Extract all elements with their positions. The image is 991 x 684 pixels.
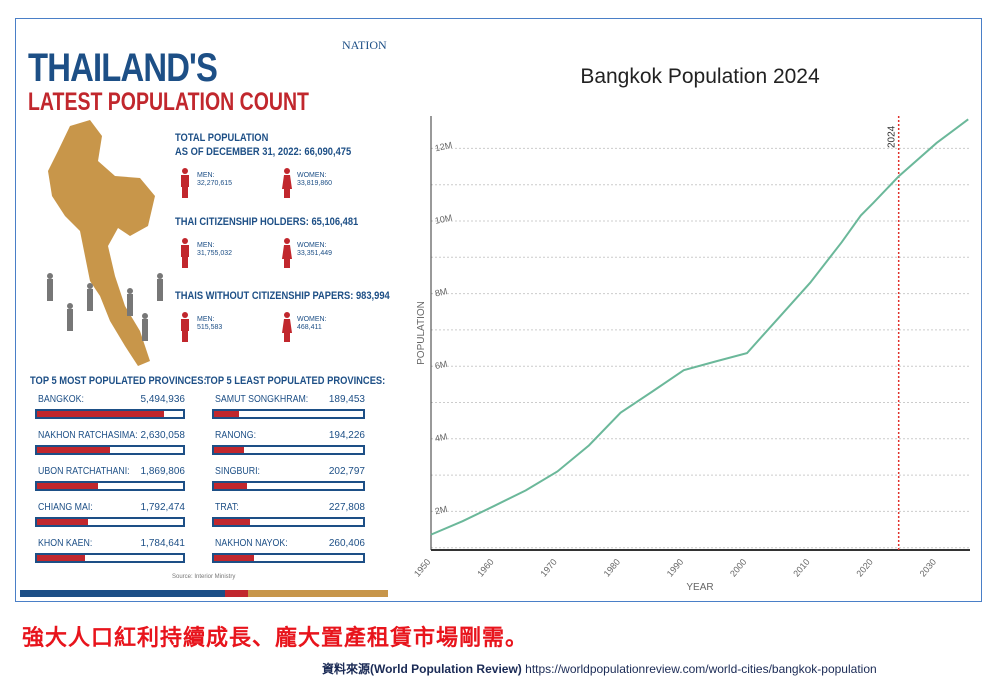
women-count: 33,351,449 (297, 250, 333, 257)
y-tick-label: 6M (434, 359, 448, 371)
province-name: BANGKOK: (38, 394, 84, 405)
group-heading: TOTAL POPULATION (175, 132, 269, 144)
group-heading: THAI CITIZENSHIP HOLDERS: 65,106,481 (175, 216, 359, 228)
province-value: 194,226 (328, 430, 365, 441)
y-tick-label: 8M (434, 286, 448, 298)
x-axis-label: YEAR (686, 582, 713, 593)
province-value: 1,792,474 (140, 502, 186, 513)
province-value: 1,784,641 (140, 538, 186, 549)
group-heading: THAIS WITHOUT CITIZENSHIP PAPERS: 983,99… (175, 290, 390, 302)
y-axis-label: POPULATION (416, 301, 427, 365)
y-tick-label: 12M (434, 140, 453, 153)
headline: 強大人口紅利持續成長、龐大置產租賃市場剛需。 (22, 625, 529, 650)
province-value: 189,453 (328, 394, 365, 405)
province-bar (35, 445, 185, 455)
province-bar-fill (37, 519, 89, 525)
women-label: WOMEN: (297, 242, 327, 249)
province-name: UBON RATCHATHANI: (38, 466, 130, 477)
province-bar-fill (37, 411, 165, 417)
province-name: SAMUT SONGKHRAM: (215, 394, 309, 405)
province-bar (212, 481, 365, 491)
x-tick-label: 2030 (918, 557, 939, 579)
least-populated-heading: TOP 5 LEAST POPULATED PROVINCES: (205, 375, 386, 387)
province-bar-fill (37, 447, 110, 453)
x-tick-label: 2020 (854, 557, 875, 579)
infographic-panel: THAILAND'S LATEST POPULATION COUNT NATIO… (20, 24, 390, 599)
source-url[interactable]: https://worldpopulationreview.com/world-… (525, 662, 877, 676)
province-name: NAKHON NAYOK: (215, 538, 288, 549)
x-tick-label: 1970 (538, 557, 559, 579)
province-bar (35, 481, 185, 491)
source-label: 資料來源(World Population Review) (322, 662, 522, 676)
men-label: MEN: (197, 242, 215, 249)
x-tick-label: 1960 (475, 557, 496, 579)
men-label: MEN: (197, 316, 215, 323)
y-tick-label: 10M (434, 212, 453, 225)
most-populated-heading: TOP 5 MOST POPULATED PROVINCES: (30, 375, 207, 387)
province-bar-fill (214, 483, 247, 489)
chart-title: Bangkok Population 2024 (580, 65, 820, 88)
men-label: MEN: (197, 172, 215, 179)
men-count: 515,583 (197, 324, 223, 331)
stripe-blue (20, 590, 225, 597)
y-tick-label: 2M (434, 504, 448, 516)
province-name: RANONG: (215, 430, 257, 441)
province-name: TRAT: (215, 502, 239, 513)
men-figure-icon (181, 238, 189, 268)
x-tick-label: 2010 (791, 557, 812, 579)
province-bar-fill (214, 519, 250, 525)
province-bar (35, 517, 185, 527)
province-value: 260,406 (328, 538, 365, 549)
women-count: 468,411 (297, 324, 322, 331)
province-value: 2,630,058 (140, 430, 186, 441)
province-bar (35, 553, 185, 563)
province-bar-fill (214, 447, 244, 453)
women-label: WOMEN: (297, 316, 327, 323)
province-bar-fill (37, 483, 99, 489)
content-frame (15, 18, 982, 602)
nation-logo: NATION (342, 38, 387, 52)
province-bar (212, 517, 365, 527)
province-bar-fill (37, 555, 86, 561)
province-name: SINGBURI: (215, 466, 260, 477)
province-bar (212, 445, 365, 455)
stripe-red (225, 590, 248, 597)
province-value: 5,494,936 (140, 394, 186, 405)
province-bar (212, 553, 365, 563)
infographic-title: THAILAND'S (28, 46, 218, 90)
men-figure-icon (181, 312, 189, 342)
x-tick-label: 1980 (602, 557, 623, 579)
province-name: NAKHON RATCHASIMA: (38, 430, 138, 441)
province-name: CHIANG MAI: (38, 502, 93, 513)
source-note: Source: Interior Ministry (172, 574, 236, 580)
x-tick-label: 1990 (665, 557, 686, 579)
women-label: WOMEN: (297, 172, 327, 179)
province-bar-fill (214, 555, 255, 561)
province-value: 227,808 (328, 502, 365, 513)
source-line: 資料來源(World Population Review) https://wo… (322, 660, 877, 677)
men-figure-icon (181, 168, 189, 198)
population-line (430, 118, 969, 536)
thailand-map-icon (47, 120, 163, 366)
province-value: 202,797 (328, 466, 365, 477)
men-count: 32,270,615 (197, 180, 233, 187)
population-chart: Bangkok Population 2024 2M 4M 6M 8M 10M 12M 195… (412, 65, 970, 593)
infographic-subtitle: LATEST POPULATION COUNT (28, 88, 309, 116)
province-value: 1,869,806 (140, 466, 186, 477)
province-bar (212, 409, 365, 419)
year-marker-label: 2024 (887, 125, 898, 148)
province-bar (35, 409, 185, 419)
x-tick-label: 2000 (728, 557, 749, 579)
y-tick-label: 4M (434, 431, 448, 443)
province-bar-fill (214, 411, 240, 417)
group-heading-2: AS OF DECEMBER 31, 2022: 66,090,475 (175, 146, 352, 158)
women-figure-icon (282, 238, 292, 268)
x-tick-label: 1950 (412, 557, 433, 579)
stripe-tan (248, 590, 388, 597)
province-name: KHON KAEN: (38, 538, 93, 549)
women-figure-icon (282, 168, 292, 198)
women-count: 33,819,860 (297, 180, 333, 187)
women-figure-icon (282, 312, 292, 342)
men-count: 31,755,032 (197, 250, 233, 257)
